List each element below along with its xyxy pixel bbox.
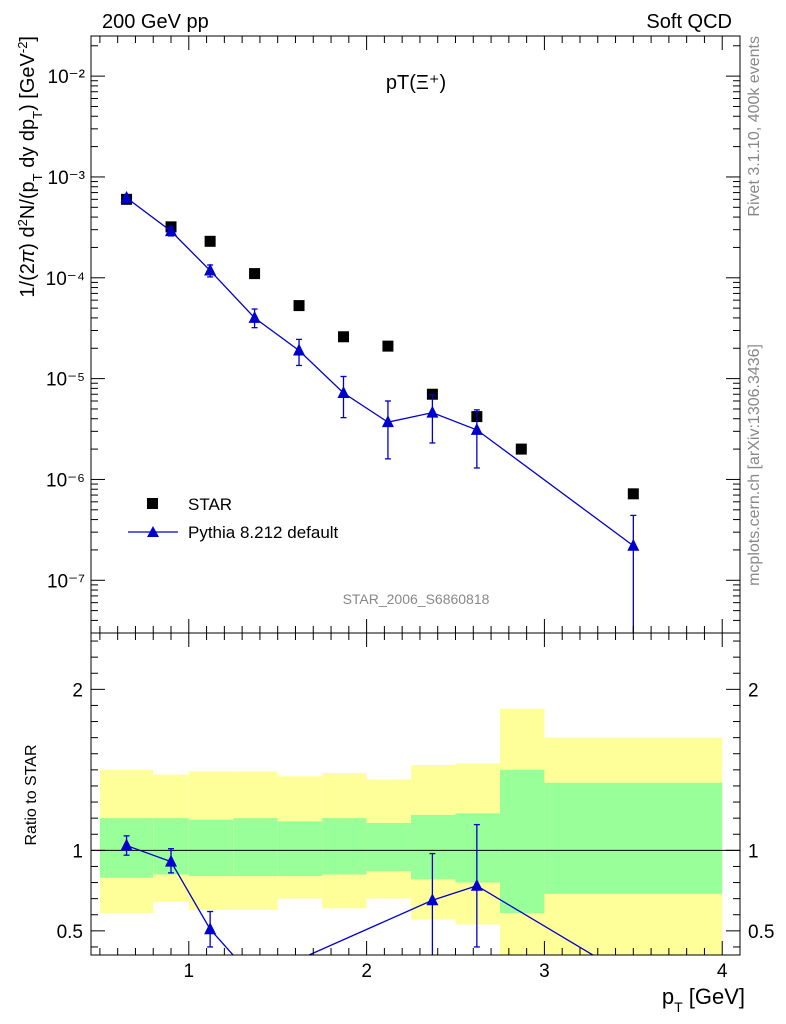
ratio-data-point	[165, 854, 178, 867]
ratio-inner-band	[233, 818, 278, 877]
main-y-tick-label: 10⁻⁶	[46, 470, 85, 491]
pythia-data-point	[165, 224, 178, 237]
star-data-point	[293, 300, 305, 312]
ratio-inner-band	[411, 814, 456, 880]
rivet-label: Rivet 3.1.10, 400k events	[746, 36, 763, 217]
x-tick-label: 2	[361, 961, 372, 982]
pythia-data-point	[204, 263, 217, 276]
main-plot-title: pT(Ξ⁺)	[386, 72, 446, 94]
legend-pythia-marker	[147, 526, 159, 537]
legend-star-label: STAR	[188, 495, 232, 514]
pythia-line	[126, 197, 634, 547]
pythia-data-point	[120, 190, 133, 203]
ratio-data-point	[204, 922, 217, 935]
ratio-y-tick-label-left: 2	[72, 680, 83, 701]
x-tick-label: 3	[539, 961, 550, 982]
star-data-point	[627, 488, 639, 500]
main-y-tick-label: 10⁻⁷	[47, 571, 85, 592]
legend-pythia-label: Pythia 8.212 default	[188, 523, 339, 542]
main-y-tick-label: 10⁻⁴	[46, 269, 85, 290]
legend-star-marker	[147, 498, 158, 509]
ratio-inner-band	[322, 818, 367, 875]
pythia-data-point	[470, 422, 483, 435]
ratio-plot-frame	[90, 632, 741, 956]
pythia-data-point	[293, 343, 306, 356]
main-y-axis-label: 1/(2π) d2N/(pT dy dpT) [GeV-2]	[15, 36, 45, 298]
ratio-y-tick-label-left: 0.5	[57, 922, 83, 943]
header-left: 200 GeV pp	[102, 11, 209, 33]
ratio-y-tick-label-right: 2	[748, 680, 759, 701]
main-y-tick-label: 10⁻⁵	[46, 370, 85, 391]
mcplots-label: mcplots.cern.ch [arXiv:1306.3436]	[746, 344, 763, 586]
header-right: Soft QCD	[646, 11, 732, 33]
ratio-inner-band	[544, 782, 723, 894]
ratio-data-point	[426, 893, 439, 906]
x-tick-label: 1	[184, 961, 195, 982]
main-plot-panel: 10⁻⁷ 10⁻⁶ 10⁻⁵ 10⁻⁴ 10⁻³ 10⁻²	[46, 35, 741, 634]
analysis-watermark: STAR_2006_S6860818	[343, 591, 490, 607]
ratio-inner-band	[499, 769, 545, 914]
main-y-tick-label: 10⁻³	[48, 168, 86, 189]
star-data-point	[515, 443, 527, 455]
ratio-data-point	[470, 878, 483, 891]
ratio-inner-band	[455, 813, 500, 883]
x-tick-label: 4	[717, 961, 728, 982]
ratio-inner-band	[277, 821, 323, 877]
ratio-inner-band	[188, 819, 234, 877]
ratio-y-tick-label-right: 1	[748, 841, 759, 862]
x-axis-label: pT [GeV]	[662, 984, 745, 1015]
ratio-y-tick-label-left: 1	[72, 841, 83, 862]
ratio-inner-band	[366, 822, 412, 872]
legend: STAR Pythia 8.212 default	[128, 495, 339, 542]
ratio-data-point	[120, 838, 133, 851]
pythia-data-point	[426, 405, 439, 418]
pythia-data-point	[248, 310, 261, 323]
ratio-plot-panel: 1 2 3 4 0.5 0.5 1 1 2 2	[57, 632, 774, 982]
star-data-point	[249, 268, 261, 280]
ratio-y-axis-label: Ratio to STAR	[23, 744, 40, 845]
star-data-point	[337, 331, 349, 343]
ratio-y-tick-label-right: 0.5	[748, 922, 774, 943]
pythia-data-point	[627, 538, 640, 551]
pythia-data-point	[381, 415, 394, 428]
main-plot-frame	[90, 35, 741, 634]
pythia-data-point	[337, 386, 350, 399]
star-data-point	[204, 235, 216, 247]
main-y-tick-label: 10⁻²	[48, 67, 86, 88]
star-data-point	[382, 340, 394, 352]
